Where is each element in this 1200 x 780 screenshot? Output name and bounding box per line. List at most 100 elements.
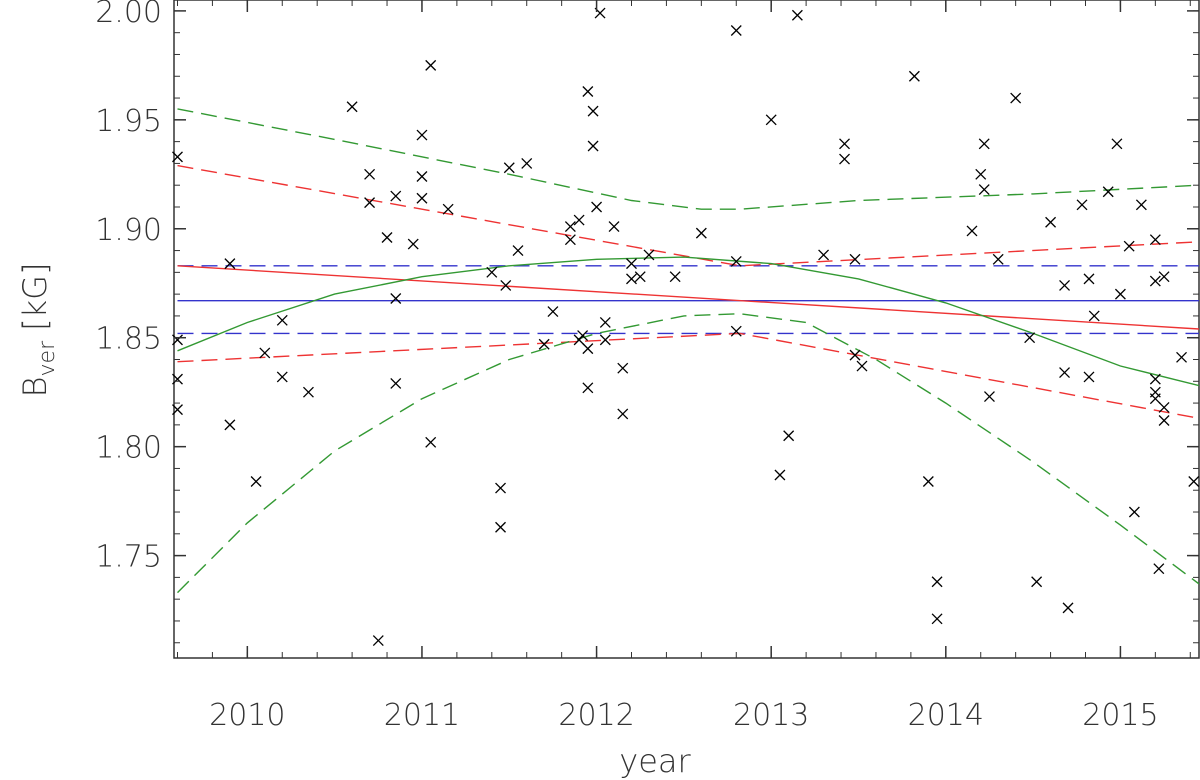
data-point: [364, 197, 376, 209]
data-point: [643, 249, 655, 261]
data-point: [774, 469, 786, 481]
data-point: [599, 334, 611, 346]
data-point: [172, 334, 183, 346]
data-point: [425, 59, 437, 71]
data-point: [966, 225, 978, 237]
data-point: [564, 234, 576, 246]
data-point: [634, 271, 646, 283]
data-point: [259, 347, 271, 359]
data-point: [617, 362, 629, 374]
data-point: [1059, 367, 1071, 379]
data-point: [591, 201, 603, 213]
data-point: [224, 419, 236, 431]
data-point: [669, 271, 681, 283]
data-point: [425, 436, 437, 448]
data-point: [730, 255, 742, 267]
data-point: [500, 279, 512, 291]
data-point: [512, 245, 524, 257]
x-axis-title: year: [619, 742, 691, 780]
data-point: [582, 343, 594, 355]
data-point: [407, 238, 419, 250]
data-point: [1045, 216, 1057, 228]
data-point: [1128, 506, 1140, 518]
x-tick-label: 2010: [209, 698, 285, 733]
data-point: [1158, 271, 1170, 283]
data-point: [390, 293, 402, 304]
data-point: [818, 249, 830, 261]
data-point: [276, 314, 288, 326]
data-point: [381, 232, 393, 243]
data-point: [765, 114, 777, 126]
data-point: [849, 349, 861, 361]
data-point: [1062, 602, 1074, 614]
green-dashed-line: [177, 108, 1199, 210]
data-point: [1149, 393, 1161, 405]
x-tick-label: 2011: [384, 698, 460, 733]
data-point: [922, 476, 934, 487]
y-axis-title: Bver [kG]: [16, 263, 60, 398]
data-point: [582, 382, 594, 394]
y-axis-title-main: B: [16, 376, 54, 397]
data-point: [390, 378, 402, 389]
data-point: [390, 190, 402, 202]
x-tick-label: 2012: [558, 698, 634, 733]
data-point: [587, 140, 599, 152]
data-point: [564, 221, 576, 233]
data-point: [224, 258, 236, 270]
data-point: [1083, 273, 1095, 285]
data-point: [416, 192, 428, 204]
data-point: [172, 404, 183, 416]
data-point: [599, 317, 611, 328]
data-point: [486, 266, 498, 278]
red-dashed-line: [177, 332, 1199, 419]
y-tick-label: 1.85: [95, 322, 162, 357]
data-point: [931, 613, 943, 625]
data-point: [1010, 92, 1022, 104]
data-point: [626, 273, 637, 285]
y-axis-title-subscript: ver: [35, 340, 60, 377]
y-tick-label: 1.75: [95, 540, 162, 575]
data-points: [172, 7, 1200, 647]
data-point: [250, 476, 262, 487]
data-point: [1102, 186, 1114, 198]
data-point: [1135, 199, 1147, 211]
data-point: [1123, 240, 1135, 252]
data-point: [1088, 310, 1100, 322]
y-axis-title-unit: [kG]: [16, 263, 54, 331]
green-solid-line: [177, 256, 1199, 387]
data-point: [547, 306, 559, 318]
data-point: [1176, 351, 1187, 363]
data-point: [1149, 234, 1161, 246]
data-point: [695, 227, 707, 239]
data-point: [521, 157, 533, 169]
data-point: [791, 9, 803, 21]
data-point: [617, 408, 629, 420]
data-point: [1024, 332, 1036, 344]
data-point: [984, 391, 995, 403]
data-point: [372, 635, 384, 647]
data-point: [730, 325, 742, 337]
y-tick-label: 1.95: [95, 104, 162, 139]
data-point: [1188, 476, 1200, 487]
data-point: [931, 576, 943, 588]
data-point: [577, 330, 589, 341]
data-point: [495, 521, 506, 533]
red-solid-line: [177, 265, 1199, 330]
data-point: [856, 360, 868, 372]
data-point: [276, 371, 288, 383]
plot-frame: [173, 0, 1200, 659]
data-point: [849, 253, 861, 265]
y-tick-label: 1.80: [95, 431, 162, 466]
data-point: [416, 171, 428, 182]
data-point: [582, 86, 594, 97]
data-point: [908, 70, 920, 82]
x-tick-label: 2013: [733, 698, 809, 733]
data-point: [442, 203, 454, 215]
x-axis: 2010 2011 2012 2013 2014 2015: [176, 0, 1191, 733]
y-axis: 1.75 1.80 1.85 1.90 1.95 2.00: [95, 0, 1199, 644]
data-point: [495, 482, 506, 494]
data-point: [538, 338, 550, 350]
data-point: [783, 430, 795, 442]
data-point: [1158, 415, 1170, 426]
